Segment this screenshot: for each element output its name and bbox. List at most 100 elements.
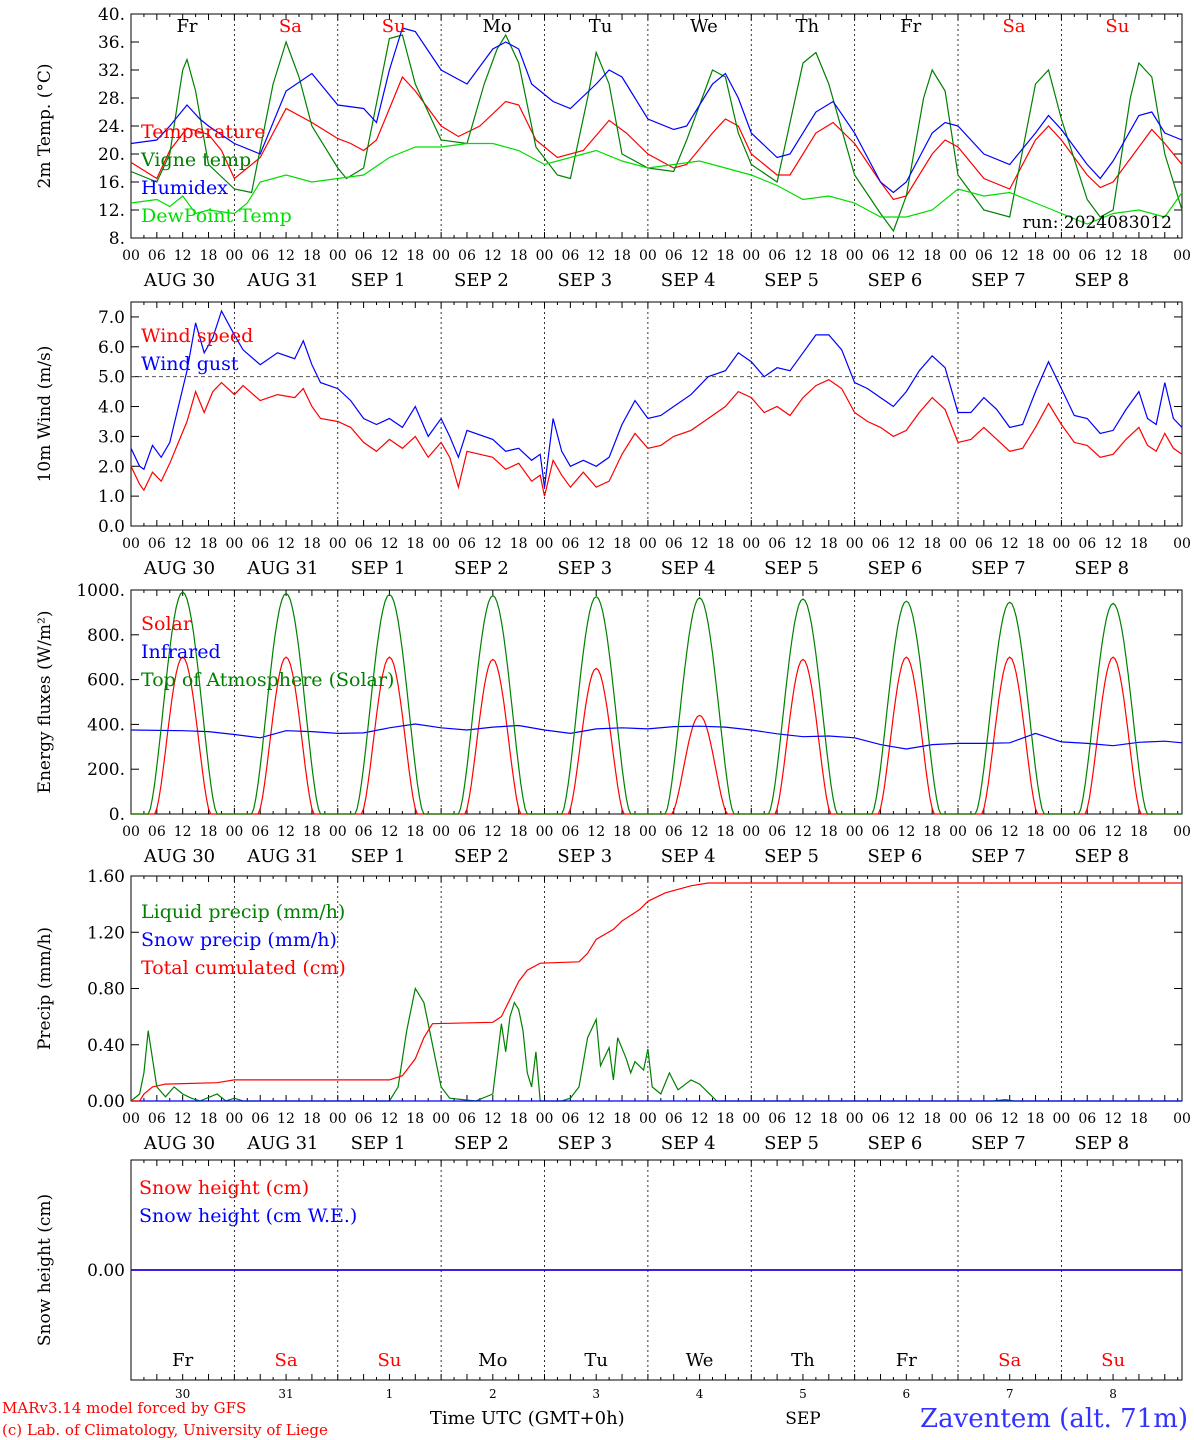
date-label: SEP 7: [971, 846, 1026, 867]
hour-tick-label: 18: [1027, 536, 1045, 552]
hour-tick-label: 06: [251, 824, 269, 840]
hour-tick-label: 00: [536, 248, 554, 264]
bottom-axis: Fr Sa Su Mo Tu We Th Fr Sa Su 30 31 1 2 3 4 5 6 7 8 Time UTC…: [2, 1350, 1188, 1439]
hour-tick-label: 18: [406, 1111, 424, 1127]
hour-tick-label: 18: [820, 824, 838, 840]
date-label: SEP 4: [661, 558, 716, 579]
hour-tick-label: 12: [794, 536, 812, 552]
date-label: SEP 7: [971, 558, 1026, 579]
hour-tick-label: 00: [225, 248, 243, 264]
y-tick-label: 0.80: [87, 980, 125, 1000]
hour-tick-label: 18: [200, 824, 218, 840]
y-axis-label: 2m Temp. (°C): [35, 63, 55, 188]
hour-tick-label: 18: [1027, 1111, 1045, 1127]
hour-tick-label: 06: [872, 536, 890, 552]
y-axis-label: 10m Wind (m/s): [35, 346, 55, 483]
weekday-label: Su: [1105, 16, 1129, 37]
hour-tick-label: 00: [639, 248, 657, 264]
series-wind-speed: [130, 379, 1183, 497]
hour-tick-label: 18: [200, 1111, 218, 1127]
hour-tick-label: 06: [148, 824, 166, 840]
legend-entry: Top of Atmosphere (Solar): [141, 669, 394, 691]
weekday-label: Tu: [589, 16, 613, 37]
series-temperature: [130, 75, 1183, 201]
hour-tick-label: 00: [1052, 1111, 1070, 1127]
hour-tick-label: 00: [225, 824, 243, 840]
hour-tick-label: 06: [251, 248, 269, 264]
y-tick-label: 7.0: [98, 308, 125, 328]
series-total-cumulated-cm: [131, 882, 1182, 1102]
weekday-label: Mo: [482, 16, 511, 37]
series-dewpoint-temp: [130, 142, 1183, 225]
legend-entry: Humidex: [141, 177, 228, 199]
hour-tick-label: 06: [561, 248, 579, 264]
date-label: SEP 5: [764, 270, 819, 291]
y-tick-label: 0.0: [98, 517, 125, 537]
hour-tick-label: 06: [561, 824, 579, 840]
date-label: SEP 6: [868, 558, 923, 579]
hour-tick-label: 06: [148, 1111, 166, 1127]
hour-tick-label: 00: [1173, 536, 1191, 552]
day-number-label: 4: [696, 1387, 704, 1401]
hour-tick-label: 00: [742, 248, 760, 264]
hour-tick-label: 18: [406, 536, 424, 552]
y-tick-label: 1.60: [87, 867, 125, 887]
panel-snow: 0.00 Snow height (cm) Snow height (cm) Snow…: [35, 1159, 1183, 1381]
hour-tick-label: 06: [768, 248, 786, 264]
hour-tick-label: 00: [225, 1111, 243, 1127]
hour-tick-label: 06: [251, 536, 269, 552]
hour-tick-label: 00: [846, 248, 864, 264]
y-tick-label: 36.: [98, 33, 125, 53]
date-label: AUG 31: [246, 270, 318, 291]
hour-tick-label: 00: [432, 1111, 450, 1127]
y-tick-label: 0.40: [87, 1036, 125, 1056]
y-tick-label: 2.0: [98, 457, 125, 477]
weekday-label: Fr: [896, 1350, 917, 1371]
hour-tick-label: 12: [1104, 536, 1122, 552]
hour-tick-label: 06: [665, 536, 683, 552]
hour-tick-label: 12: [484, 824, 502, 840]
hour-tick-label: 06: [1078, 248, 1096, 264]
hour-tick-label: 06: [665, 824, 683, 840]
y-axis-label: Precip (mm/h): [35, 927, 55, 1050]
hour-tick-label: 00: [225, 536, 243, 552]
legend-entry: Snow height (cm W.E.): [139, 1205, 357, 1227]
hour-tick-label: 12: [897, 248, 915, 264]
hour-tick-label: 06: [355, 824, 373, 840]
hour-tick-label: 12: [794, 1111, 812, 1127]
hour-tick-label: 18: [1130, 248, 1148, 264]
weekday-label: Fr: [176, 16, 197, 37]
date-label: SEP 7: [971, 270, 1026, 291]
hour-tick-label: 18: [820, 1111, 838, 1127]
day-number-label: 6: [903, 1387, 911, 1401]
hour-tick-label: 06: [355, 1111, 373, 1127]
panel-precip: 0.00 0.40 0.80 1.20 1.60 Precip (mm/h) Liquid …: [35, 867, 1191, 1154]
date-label: SEP 3: [557, 1133, 612, 1154]
hour-tick-label: 12: [381, 248, 399, 264]
weekday-label: Sa: [998, 1350, 1021, 1371]
hour-tick-label: 18: [200, 248, 218, 264]
legend-entry: Snow precip (mm/h): [141, 929, 337, 951]
hour-tick-label: 12: [691, 536, 709, 552]
hour-tick-label: 06: [355, 248, 373, 264]
date-label: AUG 31: [246, 558, 318, 579]
month-label: SEP: [785, 1409, 821, 1429]
hour-tick-label: 18: [923, 536, 941, 552]
date-label: SEP 1: [351, 270, 406, 291]
plot-frame: [130, 589, 1183, 815]
hour-tick-label: 12: [484, 536, 502, 552]
weekday-label: Sa: [279, 16, 302, 37]
y-tick-label: 0.: [109, 805, 125, 825]
hour-tick-label: 12: [1001, 248, 1019, 264]
y-tick-label: 800.: [87, 626, 125, 646]
day-number-label: 5: [799, 1387, 807, 1401]
hour-tick-label: 06: [458, 1111, 476, 1127]
hour-tick-label: 06: [665, 248, 683, 264]
date-label: SEP 4: [661, 846, 716, 867]
hour-tick-label: 18: [923, 824, 941, 840]
legend-entry: Total cumulated (cm): [141, 957, 346, 979]
series-humidex: [130, 27, 1183, 194]
hour-tick-label: 18: [200, 536, 218, 552]
hour-tick-label: 12: [794, 248, 812, 264]
hour-tick-label: 06: [872, 1111, 890, 1127]
